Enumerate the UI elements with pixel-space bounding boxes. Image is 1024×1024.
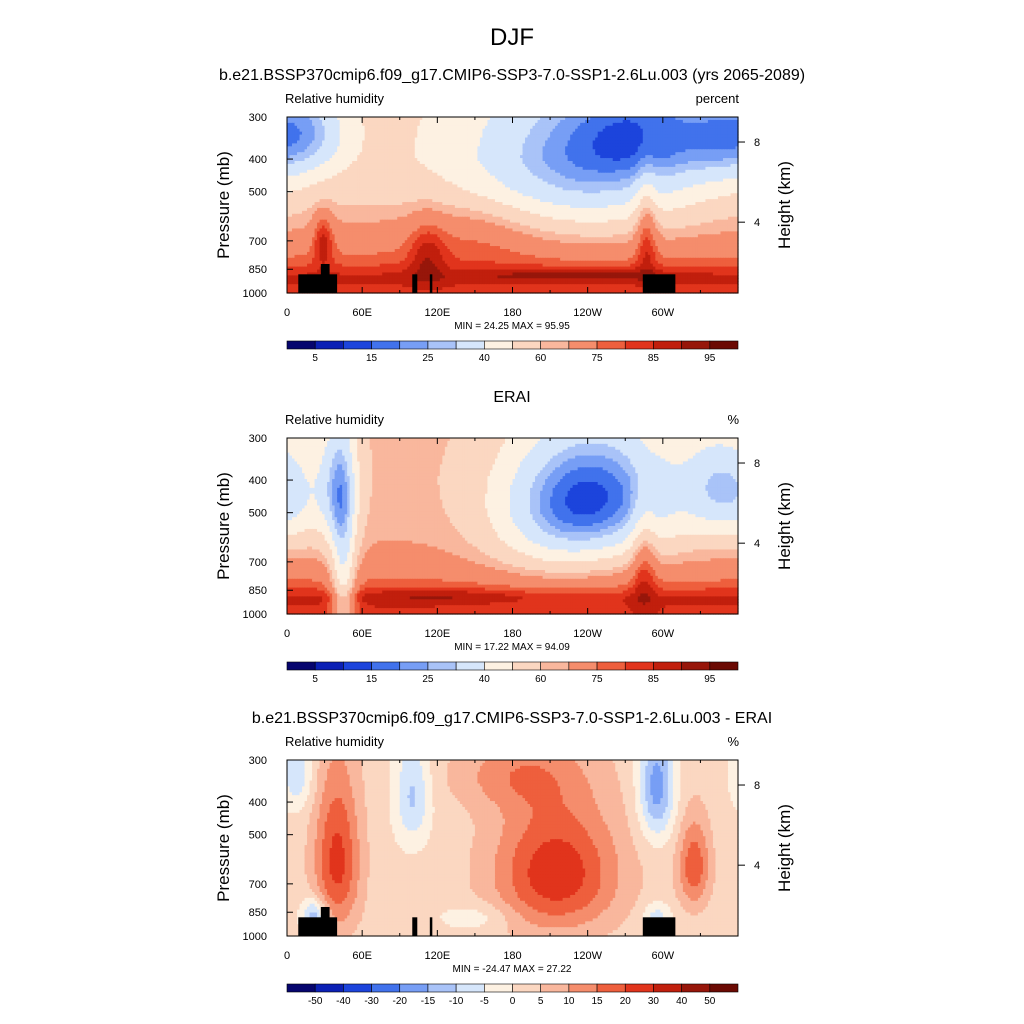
panels: b.e21.BSSP370cmip6.f09_g17.CMIP6-SSP3-7.… <box>214 67 805 1007</box>
figure-title: DJF <box>490 24 534 51</box>
panel-title: b.e21.BSSP370cmip6.f09_g17.CMIP6-SSP3-7.… <box>219 67 805 84</box>
panel-1: b.e21.BSSP370cmip6.f09_g17.CMIP6-SSP3-7.… <box>214 67 805 364</box>
contour-field <box>287 117 739 294</box>
variable-label: Relative humidity <box>285 91 384 106</box>
units-label: percent <box>696 91 740 106</box>
